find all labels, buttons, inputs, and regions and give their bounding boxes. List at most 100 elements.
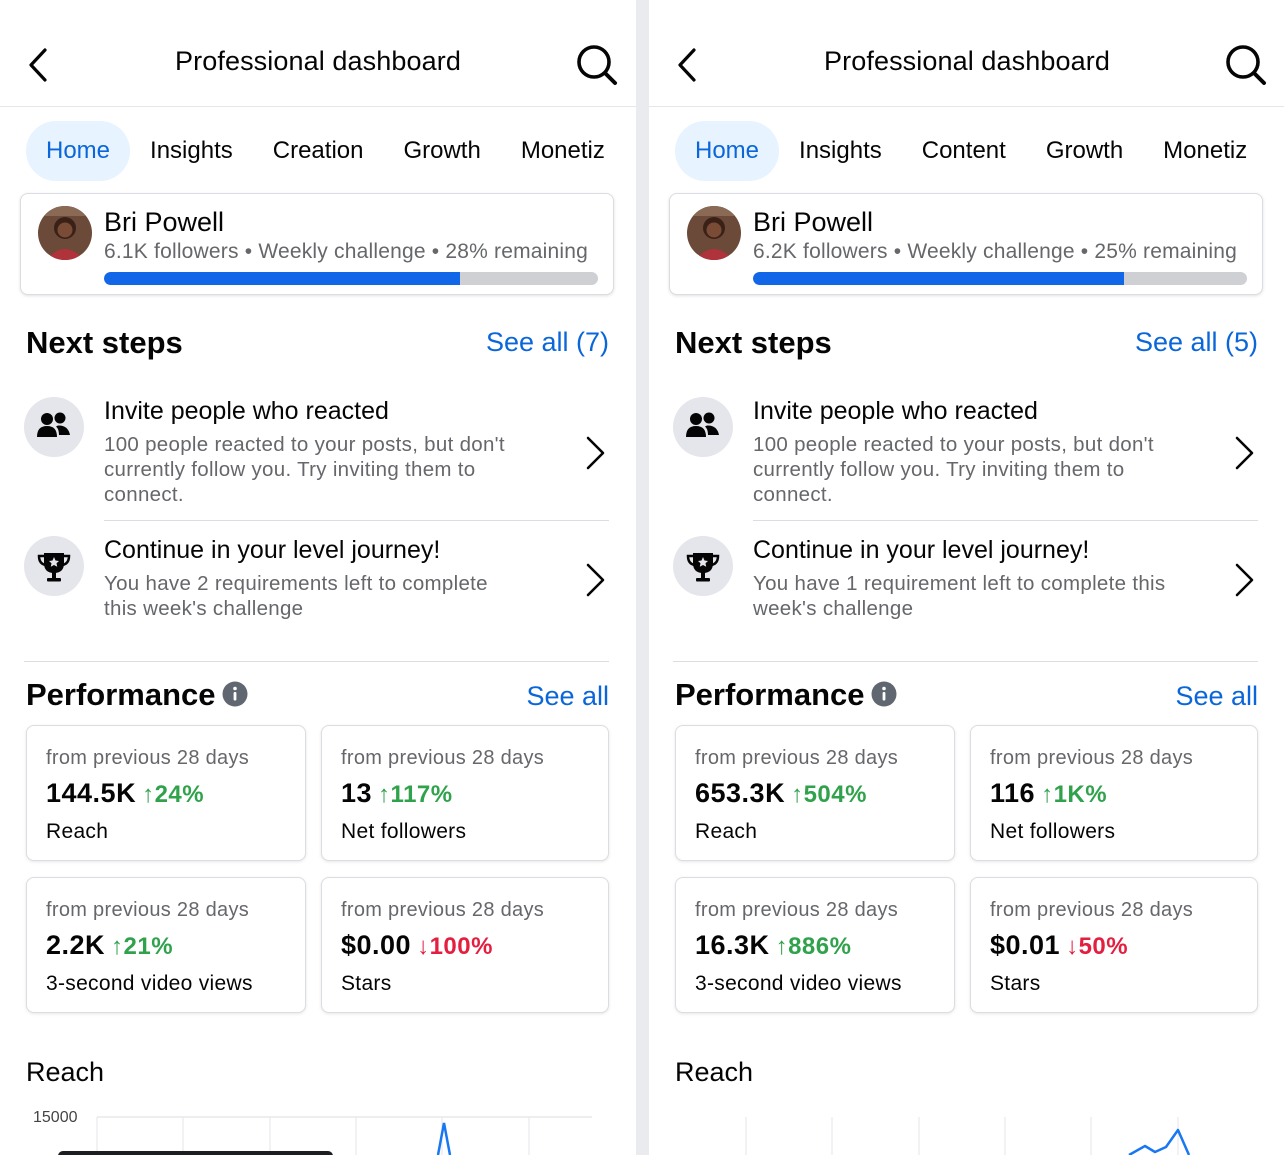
step-icon-circle <box>673 536 733 596</box>
tab-insights[interactable]: Insights <box>799 137 882 164</box>
tab-growth[interactable]: Growth <box>403 137 481 164</box>
tab-growth[interactable]: Growth <box>1045 137 1124 164</box>
metric-label: 3-second video views <box>695 972 902 995</box>
chevron-right-icon <box>1235 563 1254 597</box>
profile-card[interactable]: Bri Powell 6.2K followers • Weekly chall… <box>669 193 1263 295</box>
metric-value-row: 116 ↑1K% <box>990 778 1107 809</box>
metric-label: Reach <box>46 820 109 843</box>
tab-content[interactable]: Content <box>921 137 1006 164</box>
y-tick-label: 15000 <box>33 1109 78 1126</box>
metric-period: from previous 28 days <box>695 747 899 769</box>
tab-home[interactable]: Home <box>26 121 131 181</box>
step-title: Continue in your level journey! <box>753 536 1090 564</box>
metric-value-row: $0.00 ↓100% <box>341 930 493 961</box>
challenge-progress-fill <box>104 272 460 285</box>
metric-change: ↑1K% <box>1041 781 1108 808</box>
next-steps-title: Next steps <box>26 325 183 360</box>
performance-see-all-link[interactable]: See all <box>1175 681 1258 711</box>
back-button[interactable] <box>669 40 709 90</box>
next-step-invite[interactable]: Invite people who reacted 100 people rea… <box>24 397 609 512</box>
metric-change: ↓50% <box>1066 933 1129 960</box>
tab-monetization[interactable]: Monetiz <box>1163 137 1248 164</box>
metric-card-video-views[interactable]: from previous 28 days 16.3K ↑886% 3-secon… <box>675 877 955 1013</box>
metric-period: from previous 28 days <box>341 899 545 921</box>
profile-name: Bri Powell <box>104 207 225 237</box>
chevron-right-icon <box>586 563 605 597</box>
tab-bar: Home Insights Creation Growth Monetiz <box>26 121 625 181</box>
people-icon <box>37 412 70 437</box>
search-button[interactable] <box>1223 42 1269 88</box>
tab-creation[interactable]: Creation <box>272 137 364 164</box>
performance-title: Performance <box>26 677 248 713</box>
dashboard-panel-left: Professional dashboard Home Insights Cre… <box>0 0 636 1155</box>
next-step-level-journey[interactable]: Continue in your level journey! You have… <box>24 536 609 631</box>
metric-card-net-followers[interactable]: from previous 28 days 116 ↑1K% Net follow… <box>970 725 1258 861</box>
back-button[interactable] <box>20 40 60 90</box>
metric-value-row: 2.2K ↑21% <box>46 930 173 961</box>
challenge-progress-fill <box>753 272 1124 285</box>
step-title: Invite people who reacted <box>753 397 1038 425</box>
metric-change: ↑886% <box>775 933 852 960</box>
metric-value-row: 653.3K ↑504% <box>695 778 867 809</box>
metric-card-stars[interactable]: from previous 28 days $0.01 ↓50% Stars <box>970 877 1258 1013</box>
metric-label: 3-second video views <box>46 972 253 995</box>
metric-period: from previous 28 days <box>990 899 1194 921</box>
step-title: Continue in your level journey! <box>104 536 441 564</box>
reach-chart <box>745 1117 1191 1155</box>
metric-card-reach[interactable]: from previous 28 days 144.5K ↑24% Reach <box>26 725 306 861</box>
metric-value: $0.01 <box>990 930 1061 960</box>
metric-period: from previous 28 days <box>990 747 1194 769</box>
info-icon[interactable] <box>222 681 248 707</box>
search-button[interactable] <box>574 42 620 88</box>
top-bar: Professional dashboard <box>0 0 636 107</box>
metric-value: 144.5K <box>46 778 137 808</box>
metric-card-reach[interactable]: from previous 28 days 653.3K ↑504% Reach <box>675 725 955 861</box>
tab-bar: Home Insights Content Growth Monetiz <box>675 121 1267 181</box>
metric-value-row: 16.3K ↑886% <box>695 930 851 961</box>
metric-card-net-followers[interactable]: from previous 28 days 13 ↑117% Net follow… <box>321 725 609 861</box>
reach-series-line <box>436 1122 452 1155</box>
tab-monetization[interactable]: Monetiz <box>520 137 605 164</box>
top-bar: Professional dashboard <box>649 0 1284 107</box>
chevron-right-icon <box>586 436 605 470</box>
metric-change: ↑24% <box>142 781 205 808</box>
trophy-icon <box>37 553 71 582</box>
next-step-level-journey[interactable]: Continue in your level journey! You have… <box>673 536 1258 631</box>
reach-series-line <box>1128 1128 1191 1155</box>
tab-home[interactable]: Home <box>675 121 780 181</box>
reach-chart-title: Reach <box>675 1057 754 1087</box>
metric-value: 2.2K <box>46 930 106 960</box>
step-icon-circle <box>673 397 733 457</box>
metric-period: from previous 28 days <box>46 747 250 769</box>
divider <box>673 661 1258 662</box>
metric-value-row: 144.5K ↑24% <box>46 778 204 809</box>
performance-title: Performance <box>675 677 897 713</box>
performance-see-all-link[interactable]: See all <box>526 681 609 711</box>
avatar <box>687 206 741 260</box>
metric-value-row: 13 ↑117% <box>341 778 453 809</box>
metric-value: 653.3K <box>695 778 786 808</box>
next-step-invite[interactable]: Invite people who reacted 100 people rea… <box>673 397 1258 512</box>
next-steps-see-all-link[interactable]: See all (5) <box>1134 327 1258 357</box>
metric-period: from previous 28 days <box>341 747 545 769</box>
metric-change: ↓100% <box>417 933 493 960</box>
profile-card[interactable]: Bri Powell 6.1K followers • Weekly chall… <box>20 193 614 295</box>
page-title: Professional dashboard <box>175 46 461 76</box>
reach-chart: 15000 <box>33 1109 592 1155</box>
metric-value: 13 <box>341 778 373 808</box>
step-description: 100 people reacted to your posts, but do… <box>104 433 505 506</box>
metric-label: Stars <box>990 972 1041 995</box>
info-icon[interactable] <box>871 681 897 707</box>
step-title: Invite people who reacted <box>104 397 389 425</box>
divider <box>104 520 609 521</box>
scroll-indicator <box>58 1151 333 1155</box>
metric-value-row: $0.01 ↓50% <box>990 930 1128 961</box>
next-steps-see-all-link[interactable]: See all (7) <box>485 327 609 357</box>
metric-card-stars[interactable]: from previous 28 days $0.00 ↓100% Stars <box>321 877 609 1013</box>
metric-card-video-views[interactable]: from previous 28 days 2.2K ↑21% 3-second … <box>26 877 306 1013</box>
search-icon <box>1226 45 1266 85</box>
profile-meta: 6.2K followers • Weekly challenge • 25% … <box>753 240 1238 263</box>
tab-insights[interactable]: Insights <box>150 137 233 164</box>
back-arrow-icon <box>29 48 47 82</box>
metric-period: from previous 28 days <box>46 899 250 921</box>
